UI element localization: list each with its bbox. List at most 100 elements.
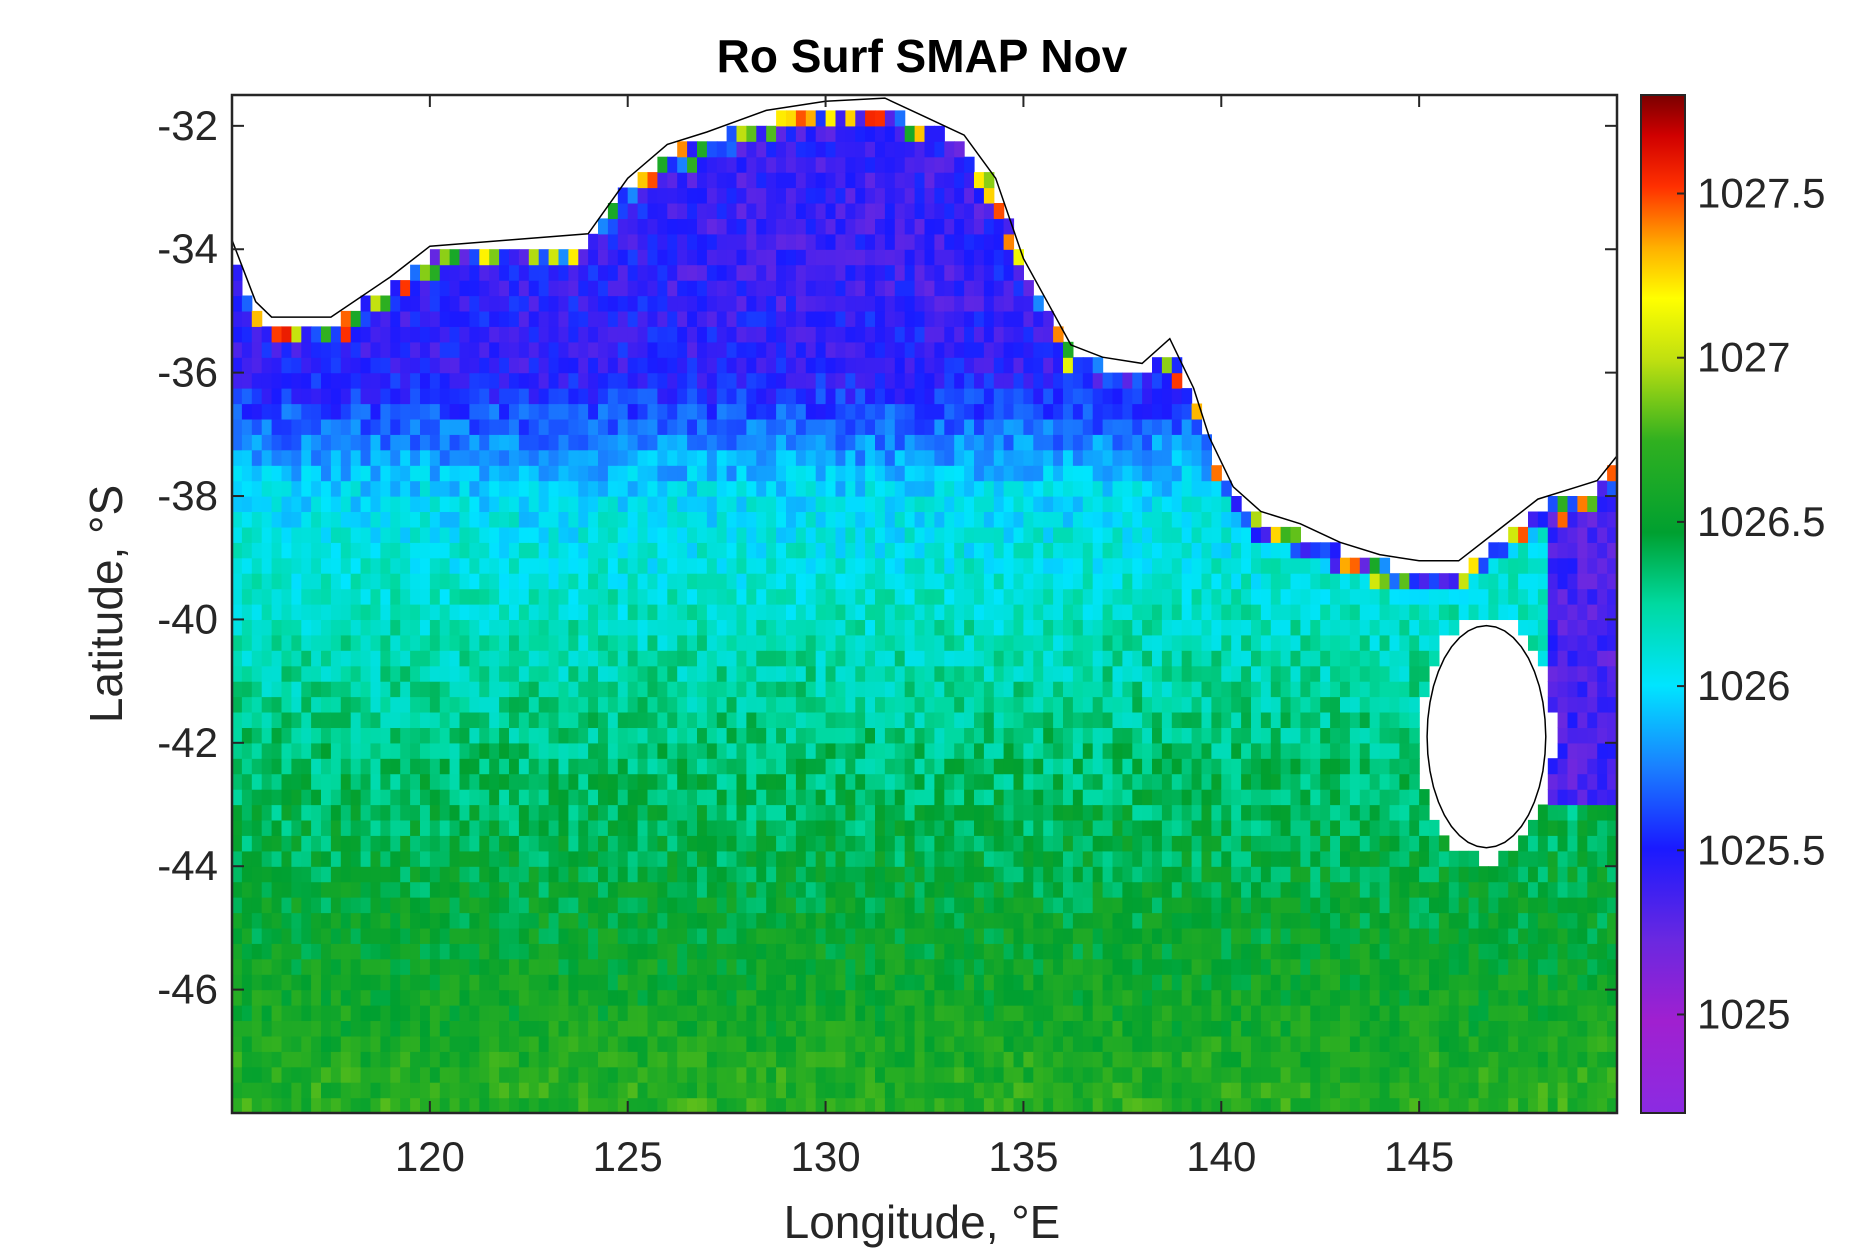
- heatmap-cell: [974, 665, 985, 682]
- heatmap-cell: [607, 1020, 619, 1037]
- heatmap-cell: [736, 280, 747, 297]
- heatmap-cell: [786, 881, 797, 898]
- heatmap-cell: [825, 1020, 837, 1037]
- heatmap-cell: [459, 372, 470, 389]
- heatmap-cell: [251, 557, 263, 574]
- heatmap-cell: [311, 326, 322, 343]
- heatmap-cell: [667, 465, 678, 482]
- heatmap-cell: [904, 1097, 916, 1113]
- heatmap-cell: [479, 465, 490, 482]
- heatmap-cell: [677, 835, 688, 852]
- heatmap-cell: [835, 974, 846, 991]
- heatmap-cell: [657, 665, 668, 682]
- heatmap-cell: [795, 742, 807, 759]
- heatmap-cell: [855, 233, 866, 250]
- heatmap-cell: [499, 341, 510, 358]
- heatmap-cell: [993, 203, 1005, 220]
- heatmap-cell: [756, 557, 767, 574]
- heatmap-cell: [548, 542, 560, 559]
- heatmap-cell: [261, 681, 273, 698]
- heatmap-cell: [429, 480, 441, 497]
- heatmap-cell: [805, 526, 817, 543]
- heatmap-cell: [687, 187, 698, 204]
- heatmap-cell: [400, 819, 411, 836]
- heatmap-cell: [865, 773, 876, 790]
- heatmap-cell: [617, 341, 629, 358]
- heatmap-cell: [1063, 912, 1074, 929]
- heatmap-cell: [924, 187, 935, 204]
- heatmap-cell: [974, 372, 985, 389]
- heatmap-cell: [954, 1097, 965, 1113]
- heatmap-cell: [687, 372, 698, 389]
- heatmap-cell: [815, 156, 827, 173]
- heatmap-cell: [479, 634, 490, 651]
- heatmap-cell: [697, 249, 708, 266]
- heatmap-cell: [706, 835, 718, 852]
- heatmap-cell: [766, 1035, 777, 1052]
- heatmap-cell: [726, 573, 738, 590]
- heatmap-cell: [964, 712, 975, 729]
- heatmap-cell: [865, 187, 876, 204]
- heatmap-cell: [261, 1020, 273, 1037]
- heatmap-cell: [1063, 434, 1074, 451]
- heatmap-cell: [657, 943, 668, 960]
- heatmap-cell: [894, 835, 906, 852]
- heatmap-cell: [311, 758, 322, 775]
- heatmap-cell: [657, 850, 668, 867]
- heatmap-cell: [241, 696, 253, 713]
- heatmap-cell: [261, 773, 273, 790]
- heatmap-cell: [390, 295, 401, 312]
- heatmap-cell: [766, 295, 777, 312]
- heatmap-cell: [786, 465, 797, 482]
- heatmap-cell: [647, 1066, 658, 1083]
- heatmap-cell: [716, 1051, 728, 1068]
- heatmap-cell: [697, 203, 708, 220]
- heatmap-cell: [568, 773, 579, 790]
- heatmap-cell: [420, 588, 431, 605]
- heatmap-cell: [993, 866, 1005, 883]
- heatmap-cell: [459, 496, 470, 513]
- heatmap-cell: [845, 634, 856, 651]
- heatmap-cell: [588, 249, 599, 266]
- heatmap-cell: [776, 110, 787, 127]
- heatmap-cell: [726, 819, 738, 836]
- heatmap-cell: [499, 881, 510, 898]
- heatmap-cell: [914, 449, 926, 466]
- heatmap-cell: [350, 526, 362, 543]
- heatmap-cell: [904, 187, 916, 204]
- heatmap-cell: [281, 758, 292, 775]
- heatmap-cell: [865, 496, 876, 513]
- heatmap-cell: [410, 604, 421, 621]
- heatmap-cell: [410, 573, 421, 590]
- heatmap-cell: [677, 773, 688, 790]
- heatmap-cell: [697, 156, 708, 173]
- heatmap-cell: [865, 912, 876, 929]
- heatmap-cell: [786, 449, 797, 466]
- heatmap-cell: [855, 1051, 866, 1068]
- heatmap-cell: [578, 866, 589, 883]
- heatmap-cell: [875, 1035, 886, 1052]
- heatmap-cell: [726, 295, 738, 312]
- heatmap-cell: [390, 696, 401, 713]
- heatmap-cell: [904, 1066, 916, 1083]
- heatmap-cell: [964, 511, 975, 528]
- heatmap-cell: [805, 819, 817, 836]
- heatmap-cell: [499, 480, 510, 497]
- heatmap-cell: [815, 758, 827, 775]
- heatmap-cell: [756, 542, 767, 559]
- heatmap-cell: [974, 927, 985, 944]
- heatmap-cell: [746, 866, 757, 883]
- heatmap-cell: [845, 1051, 856, 1068]
- heatmap-cell: [241, 1097, 253, 1113]
- heatmap-cell: [459, 989, 470, 1006]
- heatmap-cell: [845, 372, 856, 389]
- heatmap-cell: [617, 974, 629, 991]
- heatmap-cell: [568, 619, 579, 636]
- heatmap-cell: [439, 1035, 451, 1052]
- heatmap-cell: [697, 881, 708, 898]
- heatmap-cell: [914, 203, 926, 220]
- heatmap-cell: [281, 912, 292, 929]
- heatmap-cell: [528, 974, 540, 991]
- heatmap-cell: [330, 449, 342, 466]
- heatmap-cell: [568, 835, 579, 852]
